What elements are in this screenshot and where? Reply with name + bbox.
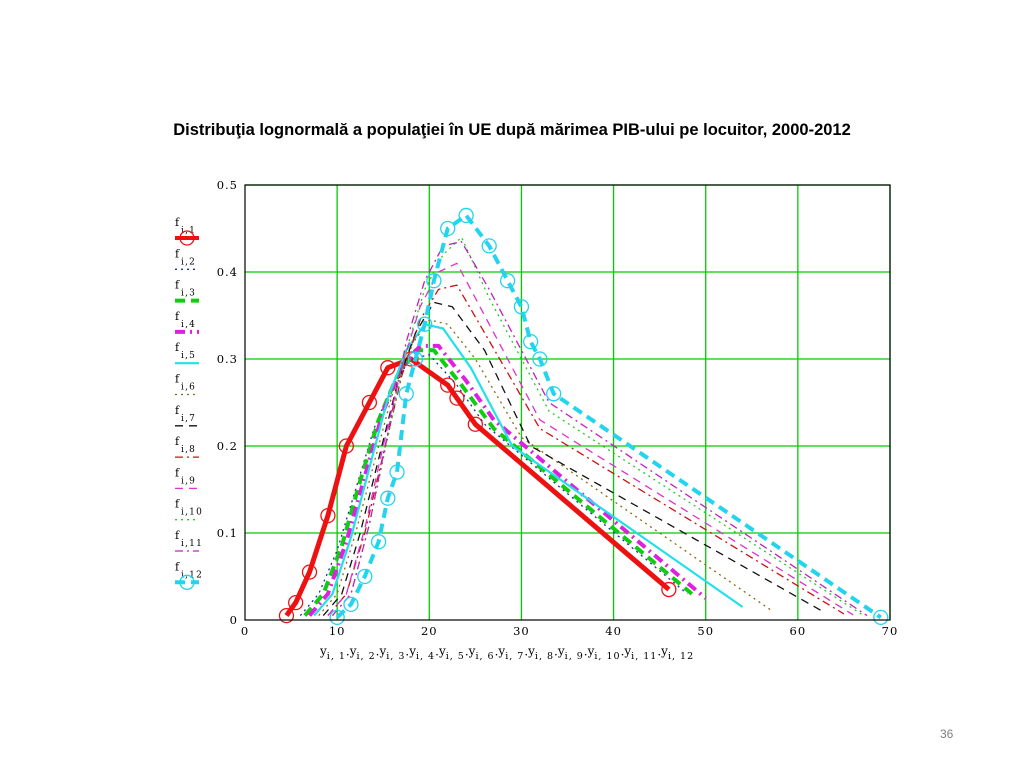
legend-label-sub: i,9 xyxy=(181,476,196,486)
series-line-1 xyxy=(284,356,671,618)
series-point-12 xyxy=(357,568,373,585)
y-tick-label: 0.3 xyxy=(217,352,238,366)
series-point-12 xyxy=(329,609,345,626)
legend-label-sub: i,11 xyxy=(181,539,203,549)
series-line-9 xyxy=(327,262,854,617)
legend-label: f xyxy=(175,341,180,354)
series-point-12 xyxy=(458,207,474,224)
x-tick-label: 10 xyxy=(329,624,346,638)
legend-label: f xyxy=(175,247,180,260)
series-point-1 xyxy=(467,416,484,432)
series-layer xyxy=(278,207,889,626)
series-point-12 xyxy=(389,464,405,480)
plot-frame xyxy=(244,184,891,621)
x-tick-label: 20 xyxy=(421,624,438,638)
series-line-10 xyxy=(332,236,863,617)
series-point-1 xyxy=(380,360,396,376)
legend-label: f xyxy=(175,560,180,573)
series-point-1 xyxy=(661,581,677,598)
legend-label-sub: i,5 xyxy=(181,351,196,361)
legend-label: f xyxy=(175,529,180,542)
x-axis-label-text: yi, 1·yi, 2·yi, 3·yi, 4·yi, 5·yi, 6·yi, … xyxy=(319,644,694,662)
x-tick-label: 60 xyxy=(790,624,807,638)
series-line-12 xyxy=(335,213,882,620)
legend-label: f xyxy=(175,435,180,448)
series-line-8 xyxy=(327,284,845,617)
series-point-12 xyxy=(380,490,396,506)
legend-label-sub: i,4 xyxy=(181,320,196,330)
series-point-12 xyxy=(343,596,359,612)
legend-label-sub: i,12 xyxy=(181,570,203,580)
series-point-12 xyxy=(398,386,414,402)
x-tick-label: 50 xyxy=(697,624,714,638)
series-point-12 xyxy=(481,238,497,254)
series-line-5 xyxy=(313,323,744,617)
legend-label: f xyxy=(175,216,180,229)
legend-label-sub: i,6 xyxy=(181,383,196,393)
series-point-12 xyxy=(513,299,530,315)
legend-label: f xyxy=(175,404,180,417)
y-tick-label: 0.1 xyxy=(217,526,238,540)
series-line-11 xyxy=(332,240,868,617)
series-point-1 xyxy=(278,608,295,624)
series-point-1 xyxy=(288,594,304,611)
tick-labels: 0 10 20 30 40 50 60 70 0 0.1 0.2 0.3 0.4 0.5 xyxy=(217,178,899,638)
y-tick-label: 0.5 xyxy=(217,178,238,192)
series-point-12 xyxy=(499,273,516,289)
x-tick-label: 70 xyxy=(882,624,899,638)
series-point-12 xyxy=(532,351,548,367)
x-axis-label: yi, 1·yi, 2·yi, 3·yi, 4·yi, 5·yi, 6·yi, … xyxy=(319,644,694,662)
series-point-12 xyxy=(426,273,442,289)
legend-label-sub: i,8 xyxy=(181,445,196,455)
legend-label-sub: i,3 xyxy=(181,289,196,299)
series-line-7 xyxy=(322,301,826,617)
series-point-1 xyxy=(320,507,336,524)
series-point-12 xyxy=(440,220,456,237)
y-tick-label: 0 xyxy=(230,613,238,627)
legend: fi,1fi,2fi,3fi,4fi,5fi,6fi,7fi,8fi,9fi,1… xyxy=(175,216,203,590)
series-point-1 xyxy=(449,390,465,406)
legend-label: f xyxy=(175,466,180,479)
x-tick-label: 30 xyxy=(513,624,530,638)
y-tick-label: 0.4 xyxy=(217,265,238,279)
page-number: 36 xyxy=(940,727,954,741)
series-point-1 xyxy=(361,394,378,411)
legend-label-sub: i,2 xyxy=(181,257,196,267)
x-tick-label: 0 xyxy=(241,624,249,638)
legend-marker xyxy=(179,574,195,590)
series-line-4 xyxy=(307,343,707,617)
series-point-12 xyxy=(522,333,539,350)
series-point-12 xyxy=(873,609,889,626)
legend-marker xyxy=(179,230,195,246)
legend-label-sub: i,10 xyxy=(181,508,203,518)
x-tick-label: 40 xyxy=(605,624,622,638)
series-point-12 xyxy=(407,351,424,367)
legend-label: f xyxy=(175,373,180,386)
legend-label: f xyxy=(175,498,180,511)
legend-label: f xyxy=(175,310,180,323)
slide-title: Distribuţia lognormală a populaţiei în U… xyxy=(173,121,851,139)
legend-label-sub: i,7 xyxy=(181,414,196,424)
series-point-1 xyxy=(338,438,355,454)
series-point-12 xyxy=(546,386,562,402)
series-point-1 xyxy=(301,564,318,580)
series-point-1 xyxy=(440,377,456,393)
series-point-12 xyxy=(370,534,387,550)
y-tick-label: 0.2 xyxy=(217,439,238,453)
legend-label: f xyxy=(175,279,180,292)
series-point-12 xyxy=(417,316,433,332)
